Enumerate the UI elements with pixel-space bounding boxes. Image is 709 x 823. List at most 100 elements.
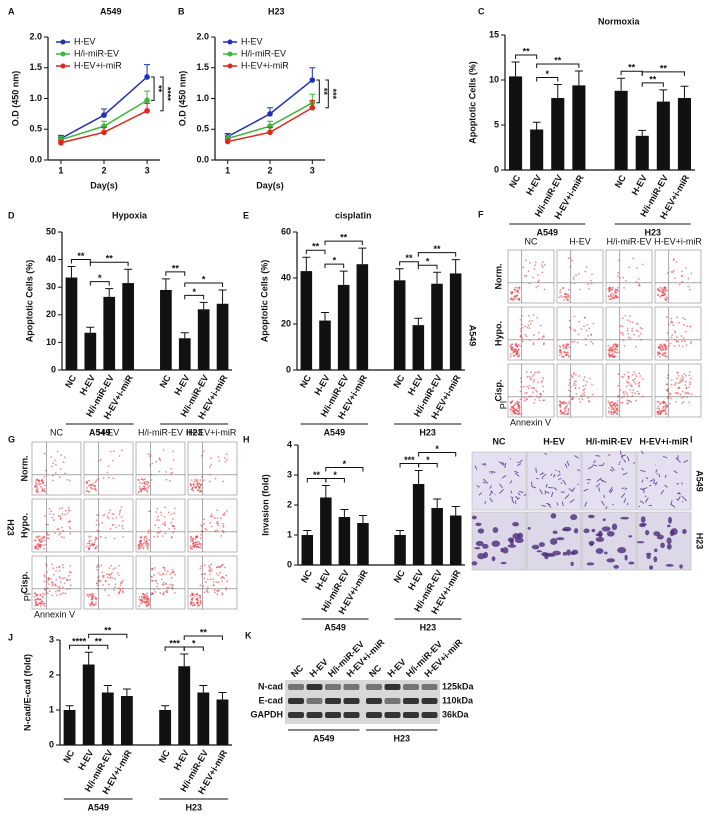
flow-event [42,544,44,547]
flow-event [200,543,202,545]
flow-event [172,450,175,453]
flow-event [36,485,39,488]
cell-cluster [531,544,540,550]
flow-event [43,488,46,490]
flow-event [559,406,562,409]
flow-event [36,535,39,538]
flow-event [525,371,528,373]
flow-event [516,286,519,289]
band [421,684,438,690]
flow-event [525,398,528,401]
y-tick-label: 2 [49,669,54,679]
y-tick-label: 0 [286,364,291,374]
flow-event [47,583,50,585]
flow-event [161,573,164,576]
flow-event [568,378,571,381]
flow-event [121,519,124,522]
bar [412,325,425,370]
flow-event [680,275,683,278]
flow-event [43,593,46,596]
flow-event [664,347,667,350]
panel-letter: A [8,6,15,16]
flow-event [662,410,665,412]
flow-event [147,453,150,455]
flow-event [219,571,221,574]
flow-event [203,564,206,567]
cell-strand [561,501,564,507]
cell-strand [640,469,646,473]
flow-event [141,543,144,546]
flow-event [543,342,545,345]
flow-event [567,293,570,296]
flow-event [107,465,110,468]
group-label: A549 [313,733,335,743]
flow-event [633,371,635,373]
cell-cluster [491,540,501,547]
flow-event [520,330,522,333]
flow-event [143,485,146,488]
flow-event [610,297,613,300]
flow-event [666,405,668,408]
cell-strand [564,463,568,469]
flow-event [189,547,192,550]
flow-event [37,542,40,545]
cell-cluster [682,528,687,534]
y-tick-label: 1.0 [29,93,42,103]
flow-event [664,407,667,410]
flow-event [104,536,107,539]
flow-event [525,274,528,277]
flow-event [191,538,194,541]
flow-event [564,345,567,348]
column-header: H-EV [569,236,591,246]
flow-event [141,482,143,485]
flow-event [587,335,589,337]
y-axis-label: N-cad/E-cad (fold) [22,654,32,731]
flow-event [674,382,677,384]
flow-event [590,334,593,336]
flow-event [666,290,668,292]
row-label: Hypo. [19,513,29,538]
flow-event [211,515,214,518]
band-label: GAPDH [250,709,283,719]
flow-event [154,591,157,593]
flow-event [36,603,39,606]
flow-event [562,355,565,358]
flow-event [38,535,41,538]
flow-event [107,573,110,576]
flow-event [688,401,690,404]
error-bar [199,685,208,693]
band [366,712,382,718]
cell-strand [566,461,570,467]
cell-cluster [640,516,646,523]
flow-event [89,604,92,607]
flow-event [617,384,620,387]
flow-event [513,350,515,353]
column-header: H-EV+i-miR [189,427,237,437]
flow-event [88,540,91,542]
cell-strand [626,456,630,462]
flow-event [631,330,634,333]
flow-event [524,392,527,395]
flow-event [144,544,147,546]
band [325,712,341,718]
flow-event [193,595,196,598]
x-tick-label: NC [61,748,76,765]
flow-event [659,356,661,358]
flow-event [564,413,567,416]
flow-event [97,478,99,480]
cell-strand [603,494,606,498]
flow-event [66,579,68,581]
flow-event [676,377,678,380]
flow-event [170,576,173,579]
flow-event [681,270,683,273]
cell-cluster [595,533,603,537]
flow-event [42,600,44,603]
flow-event [40,545,42,548]
flow-event [53,459,56,462]
flow-event [171,524,174,527]
flow-event [634,373,637,376]
flow-event [205,590,208,593]
significance-bracket [399,261,419,266]
quadrant-lines [84,556,133,609]
flow-event [43,602,46,605]
